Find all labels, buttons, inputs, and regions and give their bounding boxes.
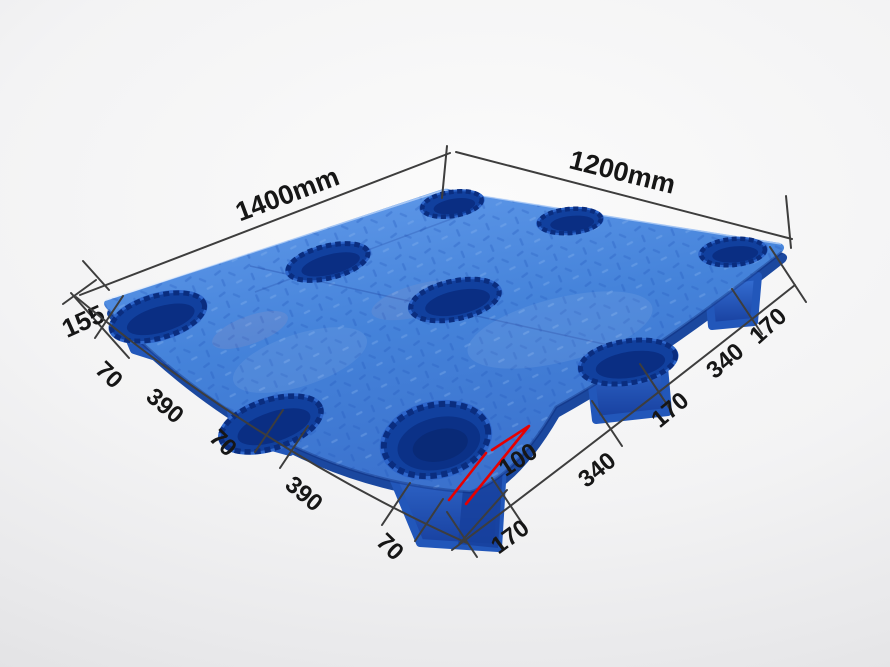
dimension-tick <box>591 400 623 447</box>
dimension-tick <box>414 498 444 542</box>
dimension-tick <box>785 195 792 249</box>
dimension-line-1400 <box>79 152 451 296</box>
dimension-tick <box>279 425 309 469</box>
dimension-tick <box>639 363 671 410</box>
dimension-tick <box>441 145 448 199</box>
dimension-label-340: 340 <box>701 338 749 384</box>
deck-smudge <box>212 311 288 349</box>
pallet-foot-cavity <box>536 206 604 236</box>
dimension-tick <box>731 288 763 335</box>
deck-sheen <box>467 291 653 369</box>
dimension-tick <box>446 511 478 558</box>
dimension-tick <box>381 482 411 526</box>
dimension-label-70: 70 <box>371 528 409 566</box>
dimension-tick <box>491 477 523 524</box>
pallet-foot-cavity <box>285 241 371 283</box>
dimension-tick <box>254 409 284 453</box>
dimension-label-155: 155 <box>57 299 109 344</box>
dimension-chain-line-right <box>451 284 796 551</box>
dimension-red-line <box>464 424 531 506</box>
pallet-foot-cavity <box>379 399 493 481</box>
pallet-foot-cavity <box>698 236 768 268</box>
dimension-red-line <box>447 451 488 502</box>
dimension-tick <box>82 260 110 291</box>
dimension-label-1400mm: 1400mm <box>231 161 343 227</box>
pallet-foot-cavity <box>108 289 208 345</box>
dimension-label-70: 70 <box>90 356 128 394</box>
dimension-tick <box>70 292 130 359</box>
pallet-foot-cavity <box>218 393 324 455</box>
dimension-label-390: 390 <box>141 383 189 429</box>
dimension-label-1200mm: 1200mm <box>566 145 678 200</box>
dimension-tick <box>94 295 124 339</box>
pallet-foot-cavity <box>407 276 503 324</box>
dimension-line-1200 <box>455 151 793 240</box>
dimension-tick <box>459 489 508 544</box>
dimension-label-340: 340 <box>573 447 621 493</box>
deck-sheen <box>232 327 368 393</box>
dimension-tick <box>769 246 807 303</box>
dimension-label-390: 390 <box>280 471 328 517</box>
pallet-foot-cavity <box>577 337 679 387</box>
pallet-foot-cavity <box>419 189 485 219</box>
dimension-tick <box>62 279 97 305</box>
pallet <box>104 188 788 552</box>
